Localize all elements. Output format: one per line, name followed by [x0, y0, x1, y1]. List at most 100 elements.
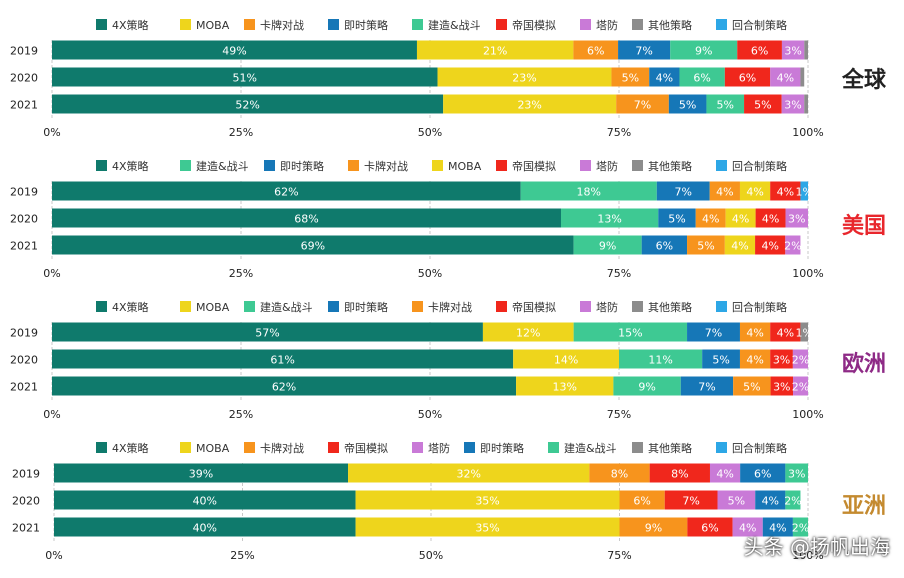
- data-label: 3%: [788, 468, 805, 481]
- x-tick-label: 100%: [792, 549, 823, 562]
- bar-segment: [437, 67, 612, 87]
- bar-segment: [613, 376, 681, 396]
- data-label: 3%: [784, 99, 801, 112]
- legend-swatch: [716, 19, 727, 30]
- data-label: 3%: [773, 381, 790, 394]
- data-label: 51%: [233, 72, 257, 85]
- x-tick-label: 75%: [607, 549, 631, 562]
- x-tick-label: 100%: [792, 408, 823, 421]
- data-label: 5%: [622, 72, 639, 85]
- bar-segment: [443, 94, 617, 114]
- bar-segment: [739, 181, 771, 201]
- data-label: 4%: [762, 495, 779, 508]
- x-tick-label: 0%: [45, 549, 62, 562]
- data-label: 5%: [697, 240, 714, 253]
- bar-segment: [706, 94, 745, 114]
- bar-segment: [52, 208, 561, 228]
- data-label: 13%: [553, 381, 577, 394]
- bar-segment: [641, 235, 688, 255]
- year-tick-label: 2021: [10, 240, 38, 253]
- bar-segment: [702, 349, 740, 369]
- bar-segment: [52, 67, 438, 87]
- bar-segment: [656, 181, 710, 201]
- bar-segment: [739, 322, 771, 342]
- legend-swatch: [632, 160, 643, 171]
- bar-segment: [355, 517, 620, 537]
- legend-swatch: [432, 160, 443, 171]
- data-label: 40%: [193, 495, 217, 508]
- bar-segment: [781, 94, 805, 114]
- year-tick-label: 2020: [10, 213, 38, 226]
- data-label: 9%: [599, 240, 616, 253]
- bar-segment: [762, 517, 793, 537]
- legend-label: 回合制策略: [732, 441, 787, 455]
- data-label: 1%: [795, 327, 812, 340]
- bar-segment: [724, 67, 771, 87]
- data-label: 6%: [754, 468, 771, 481]
- data-label: 3%: [784, 45, 801, 58]
- legend-swatch: [328, 301, 339, 312]
- data-label: 15%: [618, 327, 642, 340]
- legend-label: 建造&战斗: [260, 300, 313, 314]
- legend-label: 帝国模拟: [512, 18, 556, 32]
- legend-label: 即时策略: [480, 441, 524, 455]
- data-label: 12%: [516, 327, 540, 340]
- bar-segment: [680, 376, 734, 396]
- bar-segment: [52, 94, 444, 114]
- bar-segment: [785, 463, 808, 483]
- data-label: 5%: [668, 213, 685, 226]
- legend-swatch: [180, 19, 191, 30]
- bar-segment: [52, 376, 517, 396]
- x-tick-label: 50%: [418, 267, 442, 280]
- legend-swatch: [328, 19, 339, 30]
- bar-segment: [348, 463, 590, 483]
- x-tick-label: 25%: [229, 408, 253, 421]
- data-label: 2%: [792, 381, 809, 394]
- data-label: 5%: [717, 99, 734, 112]
- legend-label: 其他策略: [648, 18, 692, 32]
- legend-swatch: [244, 442, 255, 453]
- legend-swatch: [412, 442, 423, 453]
- legend-label: 塔防: [428, 441, 450, 455]
- bar-segment: [770, 322, 801, 342]
- bar-segment: [54, 490, 356, 510]
- legend-swatch: [464, 442, 475, 453]
- legend-label: 其他策略: [648, 159, 692, 173]
- data-label: 23%: [517, 99, 541, 112]
- legend-swatch: [716, 160, 727, 171]
- data-label: 61%: [270, 354, 294, 367]
- legend-label: 卡牌对战: [260, 441, 304, 455]
- data-label: 7%: [634, 99, 651, 112]
- year-tick-label: 2019: [10, 45, 38, 58]
- data-label: 4%: [702, 213, 719, 226]
- legend-label: 4X策略: [112, 159, 149, 173]
- bar-segment: [792, 349, 808, 369]
- bar-segment: [670, 40, 738, 60]
- data-label: 4%: [716, 186, 733, 199]
- bar-segment: [619, 349, 703, 369]
- legend-label: 4X策略: [112, 18, 149, 32]
- legend-swatch: [580, 19, 591, 30]
- bar-segment: [785, 208, 808, 228]
- legend-label: 卡牌对战: [364, 159, 408, 173]
- data-label: 5%: [754, 99, 771, 112]
- legend-swatch: [244, 301, 255, 312]
- watermark-text: 头条 @扬帆出海: [743, 535, 890, 559]
- legend-swatch: [496, 19, 507, 30]
- x-tick-label: 50%: [418, 126, 442, 139]
- bar-segment: [619, 517, 688, 537]
- x-tick-label: 75%: [607, 408, 631, 421]
- data-label: 7%: [635, 45, 652, 58]
- legend-label: 帝国模拟: [512, 300, 556, 314]
- bar-segment: [695, 208, 726, 228]
- data-label: 5%: [743, 381, 760, 394]
- data-label: 6%: [633, 495, 650, 508]
- legend-label: 卡牌对战: [428, 300, 472, 314]
- legend-swatch: [580, 160, 591, 171]
- year-tick-label: 2019: [10, 186, 38, 199]
- legend-swatch: [548, 442, 559, 453]
- x-tick-label: 0%: [43, 408, 60, 421]
- legend-swatch: [180, 301, 191, 312]
- bar-segment: [52, 181, 521, 201]
